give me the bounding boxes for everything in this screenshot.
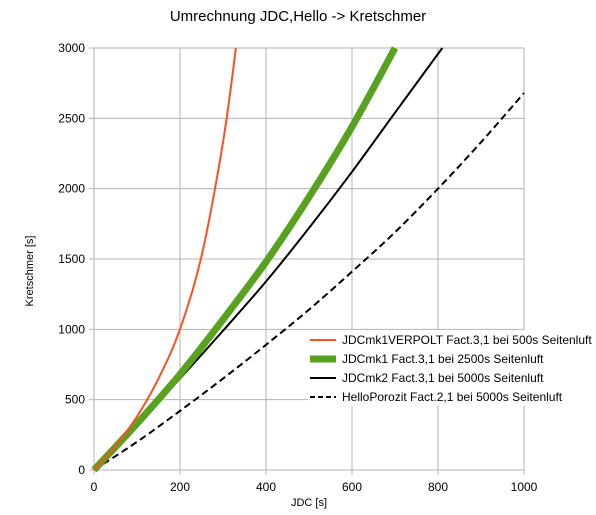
legend: JDCmk1VERPOLT Fact.3,1 bei 500s Seitenlu…: [308, 330, 592, 406]
legend-swatch-helloporozit: [310, 395, 336, 398]
legend-label: JDCmk1VERPOLT Fact.3,1 bei 500s Seitenlu…: [342, 332, 592, 347]
legend-swatch-jdcmk2: [310, 376, 336, 379]
y-axis-label: Kretschmer [s]: [24, 235, 36, 307]
x-tick-label: 200: [170, 480, 190, 494]
tick-labels: 0 200 400 600 800 1000 0 500 1000 1500 2000 2500 300…: [58, 41, 537, 494]
legend-item: HelloPorozit Fact.2,1 bei 5000s Seitenlu…: [308, 387, 592, 406]
legend-label: JDCmk2 Fact.3,1 bei 5000s Seitenluft: [342, 370, 544, 385]
x-tick-label: 1000: [511, 480, 538, 494]
x-tick-label: 400: [256, 480, 276, 494]
chart-title: Umrechnung JDC,Hello -> Kretschmer: [169, 8, 427, 25]
x-axis-label: JDC [s]: [290, 497, 328, 509]
series-lines: [91, 46, 525, 473]
x-tick-label: 0: [91, 480, 98, 494]
axes: [89, 47, 525, 475]
legend-item: JDCmk1 Fact.3,1 bei 2500s Seitenluft: [308, 349, 592, 368]
legend-item: JDCmk2 Fact.3,1 bei 5000s Seitenluft: [308, 368, 592, 387]
series-line-3: [93, 92, 525, 471]
legend-swatch-jdcmk1verpolt: [310, 338, 336, 341]
y-tick-label: 0: [78, 463, 85, 477]
y-tick-label: 2000: [58, 182, 85, 196]
y-tick-label: 1000: [58, 322, 85, 336]
y-tick-label: 1500: [58, 252, 85, 266]
y-tick-label: 2500: [58, 111, 85, 125]
legend-item: JDCmk1VERPOLT Fact.3,1 bei 500s Seitenlu…: [308, 330, 592, 349]
legend-label: JDCmk1 Fact.3,1 bei 2500s Seitenluft: [342, 351, 544, 366]
legend-swatch-jdcmk1: [310, 355, 336, 362]
y-tick-label: 500: [65, 393, 85, 407]
legend-label: HelloPorozit Fact.2,1 bei 5000s Seitenlu…: [342, 389, 563, 404]
x-tick-label: 600: [342, 480, 362, 494]
series-line-0: [93, 47, 237, 471]
y-tick-label: 3000: [58, 41, 85, 55]
grid-lines: [93, 47, 525, 471]
x-tick-label: 800: [428, 480, 448, 494]
series-line-1: [91, 46, 399, 473]
